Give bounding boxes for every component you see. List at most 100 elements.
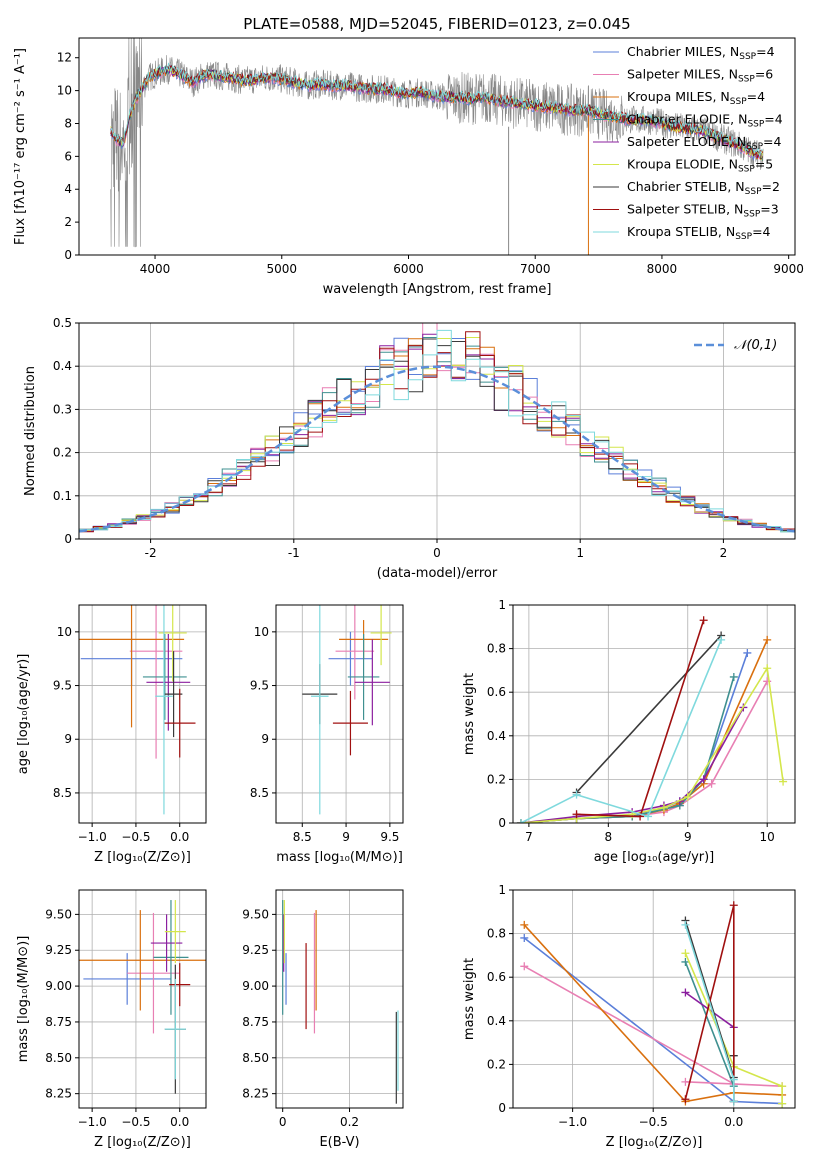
mass_vs_ebv-plot [282,900,399,1104]
weight-marker [681,1077,690,1086]
age_vs_mass-axes: 8.5 9 9.5 8.5 9 9.5 10 mass [log₁₀(M/M⊙)] [250,604,404,865]
axes-frame [78,37,796,256]
y-tick-label: 10 [254,625,269,639]
spectrum-plot [110,38,764,255]
y-tick-label: 8.5 [250,786,269,800]
weight_vs_age-plot [516,616,788,823]
x-axis-label: age [log₁₀(age/yr)] [594,850,715,865]
y-axis-label: Flux [fλ10⁻¹⁷ erg cm⁻² s⁻¹ A⁻¹] [13,48,28,245]
axes-frame [275,889,404,1109]
y-tick-label: 8.25 [242,1087,269,1101]
y-tick-label: 8.75 [45,1015,72,1029]
residuals-axes: -2 -1 0 1 2 0 0.1 0.2 0.3 0.4 0.5 (data-model)/erro… [23,316,796,581]
weight-marker [520,920,529,929]
x-tick-label: 7 [525,830,533,844]
x-tick-label: 0.0 [170,830,189,844]
age_vs_mass-plot [302,605,392,815]
weight-marker [681,920,690,929]
legend-entry: Salpeter STELIB, NSSP=3 [627,202,779,220]
y-tick-label: 9.50 [45,907,72,921]
y-tick-label: 2 [64,215,72,229]
y-axis-label: mass weight [462,673,477,755]
weight-marker [729,1097,738,1106]
legend-entry: Salpeter ELODIE, NSSP=4 [627,134,782,152]
y-tick-label: 9 [261,732,269,746]
gaussian-legend-label: 𝒩(0,1) [734,338,777,353]
x-tick-label: 9000 [773,262,804,276]
legend-entry: Salpeter MILES, NSSP=6 [627,67,773,85]
weight-marker [779,777,788,786]
x-tick-label: −0.5 [639,1115,668,1129]
weight-marker [572,790,581,799]
axes-frame [78,889,207,1109]
x-tick-label: 0.0 [170,1115,189,1129]
observed-spectrum [110,38,764,248]
legend-entry: Chabrier STELIB, NSSP=2 [627,179,780,197]
weight-marker [681,957,690,966]
x-tick-label: −0.5 [121,830,150,844]
mass_vs_Z-plot [79,900,206,1094]
y-tick-label: 8.75 [242,1015,269,1029]
y-tick-label: 4 [64,182,72,196]
x-tick-label: 0.0 [724,1115,743,1129]
weight-line-9 [684,924,735,1102]
weight-marker [729,1075,738,1084]
axes-frame [512,889,796,1109]
x-axis-label: E(B-V) [319,1135,359,1150]
weight-marker [717,635,726,644]
y-tick-label: 0.3 [53,402,72,416]
age_vs_Z-plot [79,605,196,815]
weight-marker [707,779,716,788]
x-tick-label: 7000 [520,262,551,276]
weight-marker [681,949,690,958]
x-tick-label: 1 [576,546,584,560]
y-tick-label: 8.50 [242,1051,269,1065]
y-tick-label: 0.8 [487,927,506,941]
weight-marker [743,648,752,657]
x-axis-label: (data-model)/error [377,566,498,581]
y-tick-label: 10 [57,625,72,639]
x-axis-label: Z [log₁₀(Z/Z⊙)] [94,850,191,865]
axes-frame [512,604,796,824]
weight-marker [681,988,690,997]
weight-marker [681,1095,690,1104]
weight-marker [763,677,772,686]
mass_vs_ebv-axes: 0 0.2 8.25 8.50 8.75 9.00 9.25 9.50 E(B-V) [242,889,404,1150]
x-axis-label: mass [log₁₀(M/M⊙)] [276,850,403,865]
y-tick-label: 8.25 [45,1087,72,1101]
weight-marker [778,1082,787,1091]
x-tick-label: -1 [288,546,300,560]
x-tick-label: 9.5 [380,830,399,844]
age_vs_Z-axes: −1.0 −0.5 0.0 8.5 9 9.5 10 Z [log₁₀(Z/Z⊙)] age [… [16,604,207,865]
x-tick-label: 6000 [393,262,424,276]
y-axis-label: Normed distribution [23,366,38,496]
legend-entry: Chabrier MILES, NSSP=4 [627,44,775,62]
weight-line-6 [684,952,783,1104]
x-tick-label: 0.2 [340,1115,359,1129]
x-tick-label: 8000 [647,262,678,276]
y-tick-label: 12 [57,51,72,65]
x-tick-label: 10 [760,830,775,844]
x-tick-label: −1.0 [558,1115,587,1129]
legend-entry: Kroupa ELODIE, NSSP=5 [627,157,773,175]
weight-marker [659,803,668,812]
weight-marker [520,933,529,942]
y-tick-label: 0.2 [487,772,506,786]
y-tick-label: 9.00 [45,979,72,993]
weight-marker [778,1099,787,1108]
x-tick-label: 9 [684,830,692,844]
weight_vs_Z-plot [520,901,787,1108]
weight-marker [729,672,738,681]
y-tick-label: 0.4 [487,1014,506,1028]
weight_vs_age-axes: 7 8 9 10 0 0.2 0.4 0.6 0.8 1 age [log₁₀(age/yr)] ma… [462,598,796,865]
axes-frame [78,604,207,824]
y-tick-label: 9.25 [242,943,269,957]
y-tick-label: 0.2 [487,1057,506,1071]
x-tick-label: -2 [145,546,157,560]
axes-frame [275,604,404,824]
weight-marker [683,792,692,801]
x-tick-label: −1.0 [78,1115,107,1129]
legend-entry: Kroupa STELIB, NSSP=4 [627,224,771,242]
x-tick-label: 0 [279,1115,287,1129]
